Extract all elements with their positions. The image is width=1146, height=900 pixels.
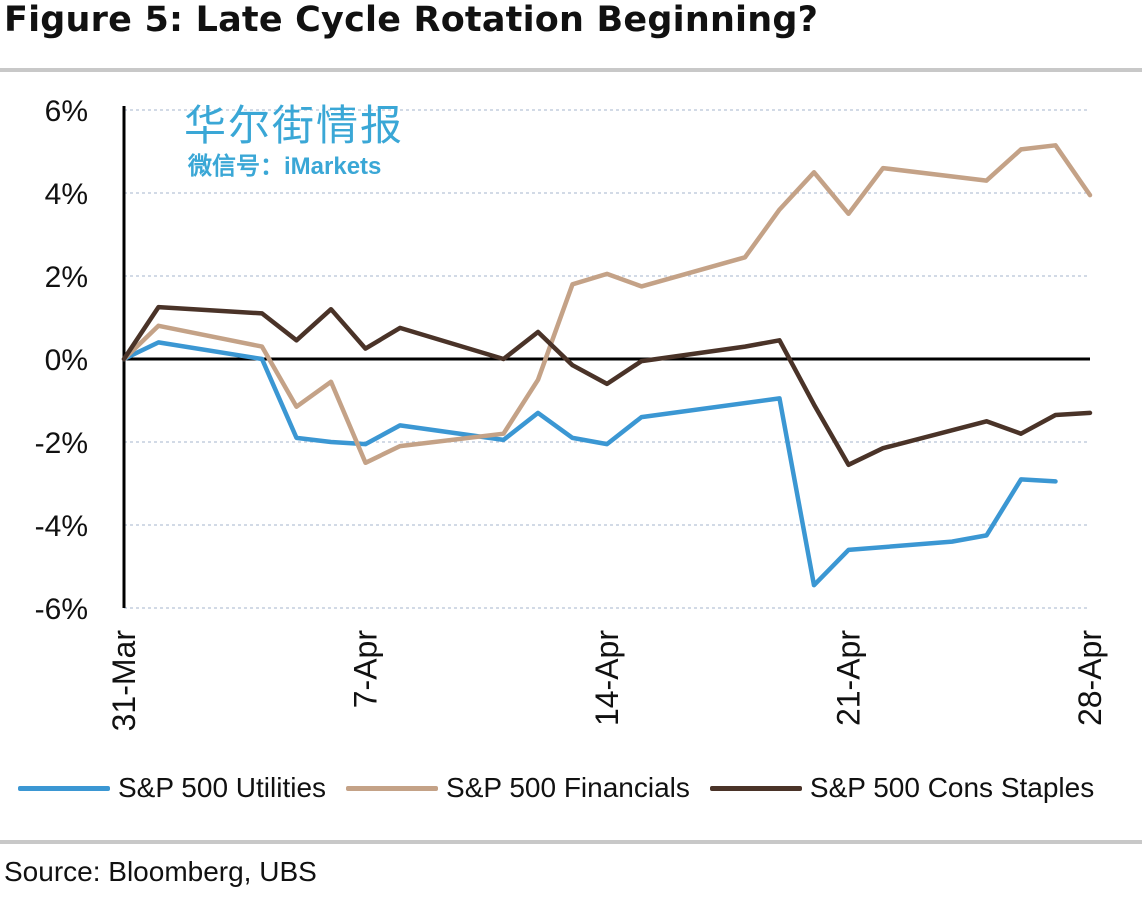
legend-label-utilities: S&P 500 Utilities — [118, 772, 327, 803]
y-tick-label: -6% — [35, 593, 88, 626]
series-line-s-p-500-financials — [121, 143, 1093, 466]
y-tick-label: 0% — [45, 344, 88, 377]
y-tick-label: 6% — [45, 95, 88, 128]
chart-legend: S&P 500 Utilities S&P 500 Financials S&P… — [18, 768, 1114, 808]
y-tick-label: -4% — [35, 510, 88, 543]
x-tick-label: 28-Apr — [1072, 630, 1108, 726]
source-divider — [0, 840, 1142, 844]
series-line-s-p-500-utilities — [121, 340, 1058, 588]
x-tick-label: 31-Mar — [106, 630, 142, 732]
legend-label-cons-staples: S&P 500 Cons Staples — [809, 772, 1095, 803]
source-note: Source: Bloomberg, UBS — [4, 856, 317, 887]
watermark-main: 华尔街情报 — [184, 101, 405, 150]
legend-swatch-financials — [346, 785, 439, 791]
watermark: 华尔街情报 微信号：iMarkets — [184, 100, 404, 182]
watermark-sub: 微信号：iMarkets — [188, 153, 382, 180]
title-divider — [0, 68, 1142, 72]
line-chart: 6% 4% 2% 0% -2% -4% -6% 31-Mar 7-Apr 14-Apr 21-Apr… — [35, 95, 1108, 732]
x-tick-label: 14-Apr — [589, 630, 625, 726]
y-tick-label: -2% — [35, 427, 88, 460]
series-line-s-p-500-cons-staples — [121, 304, 1093, 468]
y-tick-label: 2% — [45, 261, 88, 294]
legend-item-utilities: S&P 500 Utilities — [18, 772, 326, 804]
legend-swatch-cons-staples — [709, 785, 802, 791]
y-tick-label: 4% — [45, 178, 88, 211]
x-tick-label: 21-Apr — [831, 630, 867, 726]
chart-title: Figure 5: Late Cycle Rotation Beginning? — [4, 0, 819, 40]
legend-item-cons-staples: S&P 500 Cons Staples — [709, 772, 1095, 804]
legend-item-financials: S&P 500 Financials — [346, 772, 690, 804]
legend-label-financials: S&P 500 Financials — [446, 772, 690, 803]
x-tick-label: 7-Apr — [348, 630, 384, 709]
legend-swatch-utilities — [18, 785, 110, 791]
